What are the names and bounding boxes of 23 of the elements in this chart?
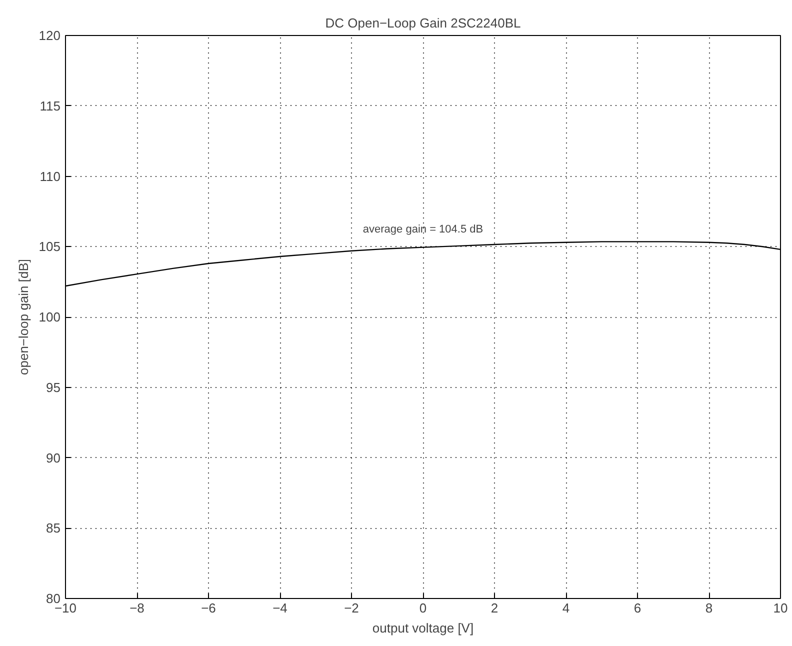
y-tick-label: 105 [38,239,61,254]
x-tick-label: −4 [272,600,288,616]
y-tick-label: 110 [40,168,61,184]
x-tick-label: −6 [201,600,216,616]
x-tick-label: −8 [130,600,144,616]
chart-title: DC Open−Loop Gain 2SC2240BL [325,16,521,30]
annotation: average gain = 104.5 dB [362,223,484,236]
y-tick-label: 85 [46,520,61,536]
x-tick-label: 0 [419,600,427,616]
x-tick-label: 6 [634,600,642,616]
x-axis-title: output voltage [V] [372,620,474,636]
x-tick-label: 4 [562,600,570,616]
y-tick-label: 80 [46,591,61,606]
x-tick-label: 10 [773,600,788,616]
y-tick-label: 90 [46,450,61,466]
x-tick-label: 8 [705,600,713,616]
y-tick-label: 95 [46,380,61,395]
x-tick-label: 2 [490,600,498,616]
x-tick-label: −2 [344,600,359,616]
y-tick-label: 115 [40,98,61,114]
y-axis-title: open−loop gain [dB] [16,258,31,376]
y-tick-label: 120 [38,28,61,43]
y-tick-label: 100 [38,310,61,324]
